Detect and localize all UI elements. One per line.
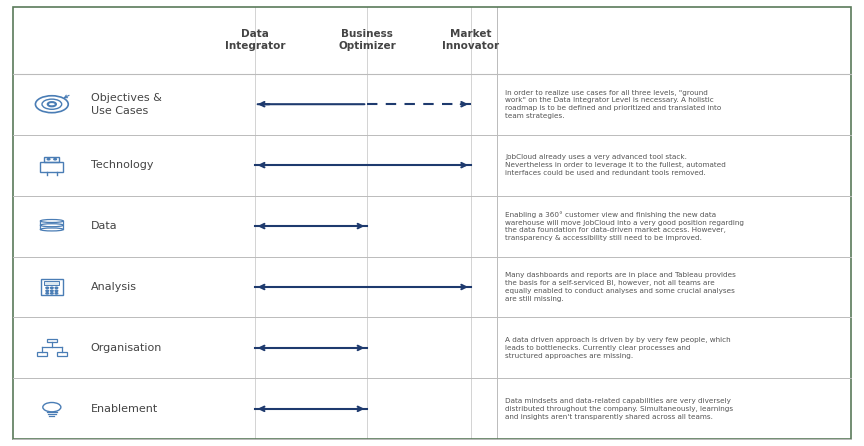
Circle shape	[48, 158, 50, 160]
Text: In order to realize use cases for all three levels, "ground
work" on the Data In: In order to realize use cases for all th…	[505, 90, 721, 119]
Circle shape	[46, 287, 48, 289]
Circle shape	[55, 290, 58, 292]
Text: A data driven approach is driven by by very few people, which
leads to bottlenec: A data driven approach is driven by by v…	[505, 337, 731, 359]
Text: Organisation: Organisation	[91, 343, 162, 353]
Circle shape	[50, 287, 54, 289]
Bar	[57, 352, 67, 355]
Circle shape	[55, 287, 58, 289]
Text: Market
Innovator: Market Innovator	[442, 29, 499, 51]
Text: Data
Integrator: Data Integrator	[225, 29, 285, 51]
Text: Technology: Technology	[91, 160, 153, 170]
Circle shape	[46, 290, 48, 292]
Text: Many dashboards and reports are in place and Tableau provides
the basis for a se: Many dashboards and reports are in place…	[505, 273, 736, 301]
Bar	[37, 352, 47, 355]
Bar	[44, 281, 60, 285]
Text: Analysis: Analysis	[91, 282, 137, 292]
Bar	[47, 339, 57, 342]
Text: JobCloud already uses a very advanced tool stack.
Nevertheless in order to lever: JobCloud already uses a very advanced to…	[505, 154, 727, 176]
Circle shape	[54, 158, 56, 160]
Text: Business
Optimizer: Business Optimizer	[339, 29, 396, 51]
Circle shape	[46, 293, 48, 294]
Circle shape	[50, 290, 54, 292]
Text: Enablement: Enablement	[91, 404, 158, 414]
Text: Objectives &
Use Cases: Objectives & Use Cases	[91, 93, 162, 116]
Text: Enabling a 360° customer view and finishing the new data
warehouse will move Job: Enabling a 360° customer view and finish…	[505, 211, 745, 241]
Bar	[41, 279, 62, 295]
Bar	[44, 157, 60, 162]
Circle shape	[50, 293, 54, 294]
Text: Data mindsets and data-related capabilities are very diversely
distributed throu: Data mindsets and data-related capabilit…	[505, 398, 734, 420]
Bar	[41, 162, 63, 172]
Circle shape	[55, 293, 58, 294]
Text: Data: Data	[91, 221, 118, 231]
